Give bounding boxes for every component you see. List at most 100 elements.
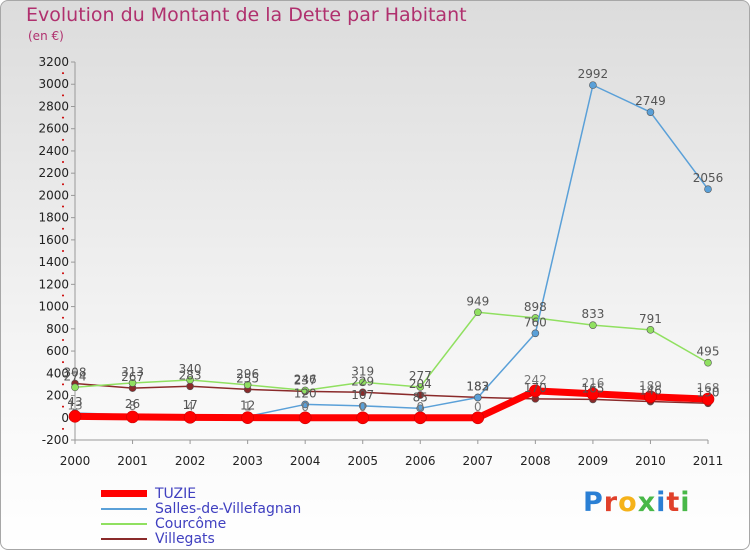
data-point xyxy=(71,383,79,392)
data-point xyxy=(301,400,309,409)
data-label: 2749 xyxy=(635,94,666,108)
chart-title: Evolution du Montant de la Dette par Hab… xyxy=(26,4,467,26)
data-label: 4 xyxy=(186,399,194,413)
data-point xyxy=(358,402,367,410)
legend-label: Villegats xyxy=(155,530,215,547)
y-tick-label: 3200 xyxy=(38,55,69,69)
y-minor-tick xyxy=(62,116,64,119)
y-tick-label: 0 xyxy=(61,411,69,425)
data-point xyxy=(589,321,597,329)
y-minor-tick xyxy=(62,427,64,430)
x-tick-label: 2002 xyxy=(175,454,206,468)
legend-item: Salles-de-Villefagnan xyxy=(101,501,301,517)
y-tick-label: 600 xyxy=(46,344,69,358)
data-point xyxy=(471,411,485,425)
y-tick-label: 2200 xyxy=(38,166,69,180)
legend-swatch xyxy=(101,507,147,510)
data-point xyxy=(646,326,655,334)
data-label: 495 xyxy=(697,345,720,359)
x-tick-label: 2000 xyxy=(60,454,91,468)
data-point xyxy=(241,411,254,424)
data-label: 296 xyxy=(236,367,259,381)
y-minor-tick xyxy=(62,227,64,230)
data-point xyxy=(416,383,425,391)
data-point xyxy=(186,376,194,384)
data-point xyxy=(243,381,252,389)
data-label: 277 xyxy=(409,369,432,383)
data-label: 85 xyxy=(413,390,428,404)
data-label: 267 xyxy=(121,370,144,384)
y-tick-label: 200 xyxy=(46,389,69,403)
data-label: 120 xyxy=(294,386,317,400)
y-tick-label: 800 xyxy=(46,322,69,336)
data-label: 43 xyxy=(67,395,82,409)
data-label: 760 xyxy=(524,315,547,329)
y-tick-label: 2400 xyxy=(38,144,69,158)
data-label: 189 xyxy=(639,379,662,393)
x-tick-label: 2005 xyxy=(347,454,378,468)
data-label: 313 xyxy=(121,365,144,379)
legend-swatch xyxy=(101,537,147,540)
data-label: 0 xyxy=(416,400,424,414)
data-label: 949 xyxy=(466,294,489,308)
legend-item: TUZIE xyxy=(101,485,301,502)
data-point xyxy=(68,410,82,423)
brand-letter: o xyxy=(618,487,638,518)
data-label: 12 xyxy=(240,398,255,412)
legend-label: Courcôme xyxy=(155,515,227,532)
legend-item: Courcôme xyxy=(101,515,301,532)
brand-letter: x xyxy=(637,487,657,518)
y-tick-label: 2800 xyxy=(38,99,69,113)
data-label: 791 xyxy=(639,312,662,326)
data-point xyxy=(298,411,312,425)
data-label: 216 xyxy=(581,376,604,390)
data-label: 168 xyxy=(697,381,720,395)
data-label: 237 xyxy=(294,373,317,387)
data-point xyxy=(529,384,542,398)
data-label: 13 xyxy=(67,398,82,412)
legend: TUZIE Salles-de-Villefagnan Courcôme Villeg… xyxy=(101,485,301,547)
data-label: 26 xyxy=(125,397,140,411)
data-label: 246 xyxy=(294,372,317,386)
data-point xyxy=(186,382,194,391)
data-point xyxy=(183,411,197,424)
brand-letter: P xyxy=(583,487,604,518)
data-label: 1 xyxy=(244,400,252,414)
y-minor-tick xyxy=(62,94,64,97)
data-point xyxy=(416,391,425,399)
y-minor-tick xyxy=(62,294,64,297)
series-line-1 xyxy=(74,84,709,418)
data-point xyxy=(301,386,309,395)
y-tick-label: 2600 xyxy=(38,122,69,136)
data-label: 283 xyxy=(179,368,202,382)
data-label: 0 xyxy=(474,400,482,414)
y-minor-tick xyxy=(62,361,64,364)
data-label: 17 xyxy=(182,398,197,412)
y-minor-tick xyxy=(62,205,64,208)
x-tick-label: 2001 xyxy=(117,454,148,468)
data-label: 182 xyxy=(466,380,489,394)
y-minor-tick xyxy=(62,183,64,186)
data-label: 340 xyxy=(179,362,202,376)
data-label: 2056 xyxy=(693,171,724,185)
data-label: 107 xyxy=(351,388,374,402)
y-tick-label: 1600 xyxy=(38,233,69,247)
y-minor-tick xyxy=(62,138,64,141)
y-minor-tick xyxy=(62,161,64,164)
data-point xyxy=(128,379,137,387)
y-tick-label: 2000 xyxy=(38,188,69,202)
data-label: 130 xyxy=(697,385,720,399)
data-label: 319 xyxy=(351,364,374,378)
legend-swatch xyxy=(101,522,147,525)
y-tick-label: 400 xyxy=(46,366,69,380)
x-tick-label: 2009 xyxy=(578,454,609,468)
data-point xyxy=(474,308,482,317)
y-minor-tick xyxy=(62,250,64,252)
data-point xyxy=(704,358,712,367)
data-label: 0 xyxy=(359,400,367,414)
brand-letter: i xyxy=(680,487,691,518)
legend-label: TUZIE xyxy=(155,485,197,502)
data-label: 229 xyxy=(351,374,374,388)
